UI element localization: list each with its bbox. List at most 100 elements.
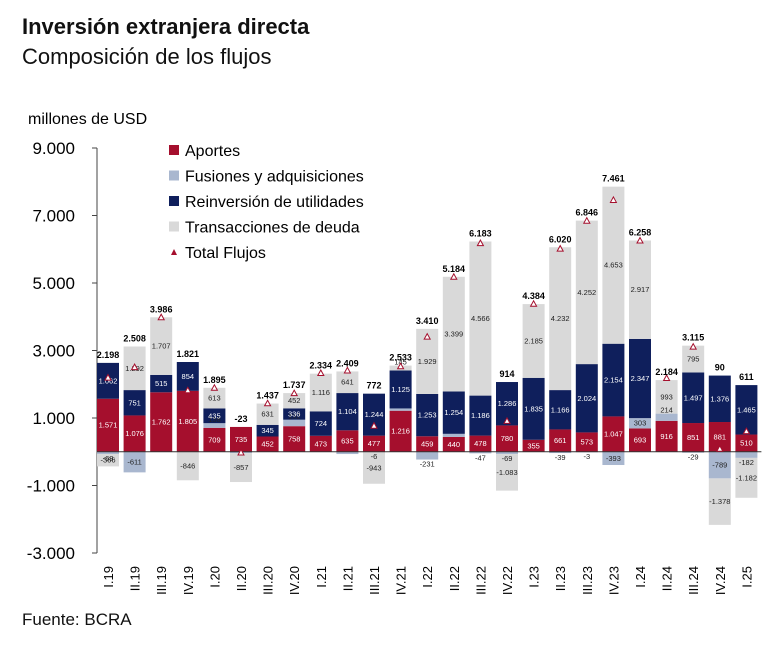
- bar-segment: [389, 370, 412, 409]
- x-tick-label: II.19: [128, 566, 143, 591]
- legend-swatch: [169, 170, 179, 181]
- bar-value-label: 709: [208, 435, 221, 444]
- total-label: 6.020: [549, 234, 572, 244]
- total-label: 3.986: [150, 304, 173, 314]
- total-marker: [343, 366, 352, 374]
- bar-value-label: 138: [208, 415, 221, 424]
- legend-label: Total Flujos: [185, 245, 266, 262]
- bar-segment: [442, 433, 465, 437]
- total-label: 2.533: [389, 353, 412, 363]
- bar-segment: [602, 416, 625, 452]
- bar-value-label: 452: [288, 396, 301, 405]
- bar-segment: [336, 451, 359, 455]
- total-marker: [157, 313, 166, 321]
- bar-segment: [283, 408, 306, 420]
- bar-value-label: 145: [394, 358, 407, 367]
- x-tick-label: IV.21: [394, 566, 409, 595]
- bar-value-label: 1.244: [365, 410, 384, 419]
- x-tick-label: III.19: [154, 566, 169, 595]
- bar-value-label: -611: [127, 458, 141, 467]
- bar-segment: [309, 411, 332, 436]
- bar-segment: [522, 377, 545, 440]
- bar-segment: [469, 435, 492, 452]
- x-tick-label: IV.23: [606, 566, 621, 595]
- bar-value-label: 2.024: [577, 394, 596, 403]
- bar-value-label: 1.062: [99, 376, 118, 385]
- bar-value-label: 2.347: [631, 374, 650, 383]
- legend-label: Transacciones de deuda: [185, 220, 360, 237]
- legend-swatch: [169, 221, 179, 232]
- x-tick-label: III.23: [580, 566, 595, 595]
- bar-segment: [496, 382, 518, 426]
- legend-swatch: [169, 145, 179, 155]
- x-tick-label: III.20: [261, 566, 276, 595]
- bar-value-label: -789: [712, 461, 727, 470]
- bar-value-label: 1.497: [684, 393, 703, 402]
- bar-segment: [575, 432, 598, 452]
- bar-value-label: 1.076: [125, 429, 144, 438]
- total-marker: [396, 362, 405, 370]
- bar-segment: [708, 451, 731, 479]
- total-marker: [476, 239, 485, 247]
- bar-value-label: 2.154: [604, 376, 623, 385]
- total-marker: [503, 416, 511, 424]
- bar-segment: [150, 392, 173, 452]
- total-label: 2.508: [123, 333, 146, 343]
- bar-value-label: 1.929: [418, 357, 437, 366]
- bar-value-label: 735: [235, 435, 248, 444]
- bar-segment: [549, 247, 572, 391]
- bar-value-label: 435: [208, 411, 221, 420]
- bar-segment: [655, 380, 678, 414]
- bar-value-label: 1.762: [152, 418, 171, 427]
- total-marker: [556, 244, 565, 252]
- bar-segment: [655, 420, 678, 452]
- total-marker: [183, 386, 192, 394]
- bar-segment: [123, 451, 146, 473]
- x-tick-label: I.25: [739, 566, 754, 588]
- bar-segment: [522, 304, 545, 378]
- legend-marker: [171, 249, 177, 255]
- bar-value-label: 631: [261, 410, 274, 419]
- bar-segment: [629, 428, 651, 452]
- x-tick-label: IV.24: [713, 566, 728, 595]
- total-label: 2.334: [310, 361, 333, 371]
- bar-value-label: -6: [371, 452, 378, 461]
- bar-value-label: -68: [103, 454, 114, 463]
- bar-value-label: 854: [182, 372, 195, 381]
- bar-value-label: 1.125: [391, 385, 410, 394]
- bar-segment: [549, 429, 572, 452]
- bar-value-label: 1.254: [444, 408, 463, 417]
- bar-value-label: 1.835: [524, 404, 543, 413]
- bar-segment: [230, 426, 252, 452]
- bar-value-label: 345: [261, 426, 274, 435]
- bar-value-label: 693: [634, 436, 647, 445]
- bar-value-label: 4.653: [604, 261, 623, 270]
- bar-value-label: 459: [421, 440, 434, 449]
- bar-segment: [416, 451, 439, 460]
- x-tick-label: IV.20: [287, 566, 302, 595]
- legend-label: Reinversión de utilidades: [185, 194, 364, 211]
- source-note: Fuente: BCRA: [22, 610, 132, 629]
- bar-segment: [602, 186, 625, 344]
- bar-segment: [629, 240, 651, 339]
- bar-segment: [735, 451, 758, 458]
- bar-value-label: -3: [583, 452, 590, 461]
- bar-value-label: 355: [527, 441, 540, 450]
- bar-segment: [496, 451, 518, 455]
- bar-segment: [708, 375, 731, 423]
- y-tick-label: 1.000: [32, 409, 75, 428]
- total-label: 3.410: [416, 316, 439, 326]
- x-tick-label: II.22: [447, 566, 462, 591]
- bar-segment: [469, 395, 492, 436]
- bar-value-label: 3.399: [444, 330, 463, 339]
- legend: Aportes Fusiones y adquisiciones Reinversi…: [169, 143, 364, 262]
- x-tick-label: I.19: [101, 566, 116, 588]
- bar-value-label: 510: [740, 439, 753, 448]
- total-label: 611: [739, 372, 754, 382]
- total-label: 4.384: [522, 291, 545, 301]
- bar-segment: [176, 390, 199, 452]
- bar-value-label: 1.571: [99, 421, 118, 430]
- bar-value-label: 440: [448, 440, 461, 449]
- bar-value-label: -1.182: [736, 473, 757, 482]
- bar-segment: [389, 410, 412, 452]
